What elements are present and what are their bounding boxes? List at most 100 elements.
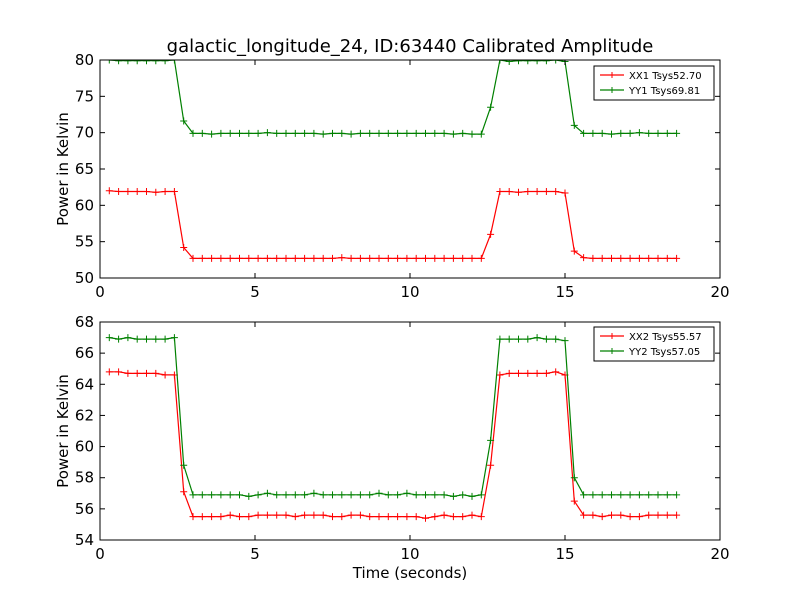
data-point	[319, 130, 327, 138]
data-point	[319, 254, 327, 262]
y-tick-label: 56	[75, 500, 94, 518]
y-tick-label: 60	[75, 438, 94, 456]
data-point	[217, 129, 225, 137]
data-point	[496, 188, 504, 196]
legend-label: YY1 Tsys69.81	[628, 86, 700, 97]
data-point	[282, 129, 290, 137]
data-point	[338, 254, 346, 262]
data-point	[133, 188, 141, 196]
data-point	[617, 129, 625, 137]
data-point	[115, 335, 123, 343]
data-point	[329, 491, 336, 499]
data-point	[319, 511, 327, 519]
data-point	[524, 60, 532, 65]
data-point	[412, 254, 420, 262]
data-point	[422, 129, 429, 137]
data-point	[580, 129, 588, 137]
data-point	[143, 188, 150, 196]
data-point	[524, 335, 532, 343]
data-point	[570, 247, 578, 255]
x-tick-label: 10	[400, 545, 419, 563]
data-point	[477, 491, 485, 499]
data-point	[338, 513, 346, 521]
data-point	[263, 511, 271, 519]
data-point	[635, 254, 643, 262]
data-point	[198, 129, 206, 137]
data-point	[291, 254, 299, 262]
data-point	[533, 369, 541, 377]
data-point	[440, 511, 448, 519]
data-point	[394, 129, 402, 137]
data-point	[319, 491, 327, 499]
data-point	[198, 254, 206, 262]
legend-box	[593, 65, 715, 101]
data-point	[459, 513, 467, 521]
data-point	[608, 254, 615, 262]
legend-label: YY2 Tsys57.05	[628, 347, 700, 358]
data-point	[143, 335, 150, 343]
data-point	[617, 491, 625, 499]
data-point	[487, 436, 495, 444]
data-point	[654, 511, 662, 519]
data-point	[645, 129, 653, 137]
y-tick-label: 58	[75, 469, 94, 487]
data-point	[496, 60, 504, 64]
data-point	[533, 188, 541, 196]
data-point	[552, 60, 560, 64]
chart-title: galactic_longitude_24, ID:63440 Calibrat…	[167, 36, 654, 57]
data-point	[496, 335, 504, 343]
x-tick-label: 5	[250, 283, 260, 301]
data-point	[366, 513, 374, 521]
data-point	[673, 511, 681, 519]
data-point	[663, 254, 671, 262]
data-point	[440, 254, 448, 262]
data-point	[217, 254, 225, 262]
data-point	[245, 492, 253, 500]
data-point	[449, 492, 457, 500]
data-point	[403, 489, 411, 497]
data-point	[384, 491, 392, 499]
data-point	[626, 254, 634, 262]
data-point	[217, 491, 225, 499]
data-point	[552, 188, 560, 196]
data-point	[384, 129, 392, 137]
y-axis-label: Power in Kelvin	[54, 112, 72, 226]
y-tick-label: 75	[75, 87, 94, 105]
data-point	[236, 513, 243, 521]
data-point	[580, 491, 588, 499]
data-point	[375, 129, 383, 137]
data-point	[189, 254, 197, 262]
x-tick-label: 5	[250, 545, 260, 563]
data-point	[403, 513, 411, 521]
data-point	[282, 491, 290, 499]
data-point	[394, 513, 402, 521]
data-point	[412, 513, 420, 521]
data-point	[487, 461, 495, 469]
data-point	[561, 337, 569, 345]
legend: XX2 Tsys55.57 YY2 Tsys57.05	[593, 326, 715, 362]
data-point	[663, 129, 671, 137]
data-point	[431, 491, 439, 499]
data-point	[515, 188, 522, 196]
x-tick-label: 20	[710, 545, 729, 563]
data-point	[180, 243, 188, 251]
data-point	[589, 129, 597, 137]
data-point	[133, 60, 141, 65]
data-point	[366, 254, 374, 262]
data-point	[598, 129, 606, 137]
data-point	[356, 491, 364, 499]
data-point	[310, 489, 318, 497]
data-point	[124, 188, 132, 196]
data-point	[208, 130, 216, 138]
data-point	[645, 254, 653, 262]
data-point	[170, 334, 178, 342]
data-point	[635, 513, 643, 521]
data-point	[356, 254, 364, 262]
data-point	[617, 254, 625, 262]
y-tick-label: 54	[75, 531, 94, 549]
data-point	[301, 511, 309, 519]
data-point	[608, 511, 615, 519]
data-point	[422, 491, 429, 499]
